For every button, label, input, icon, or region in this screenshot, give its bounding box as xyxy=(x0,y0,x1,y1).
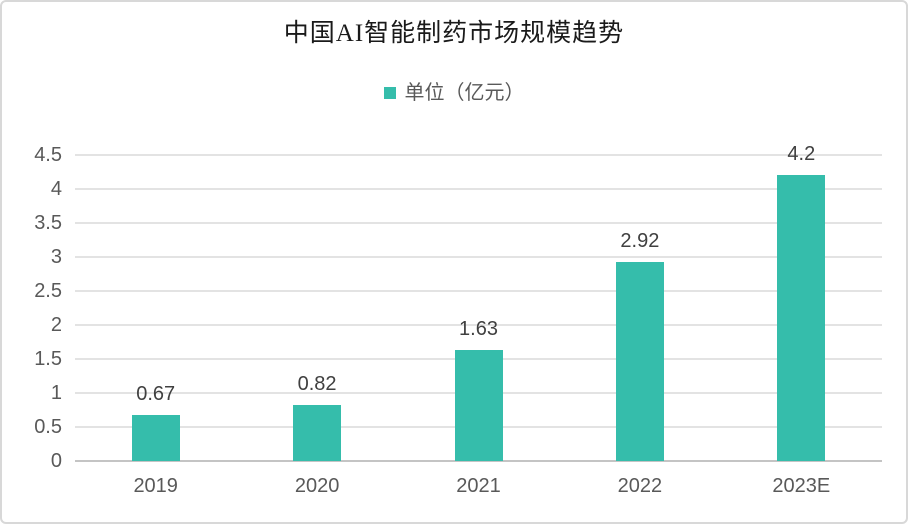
gridline xyxy=(75,222,882,224)
y-tick-label: 3 xyxy=(50,246,62,268)
gridline xyxy=(75,256,882,258)
y-tick-label: 4.5 xyxy=(34,144,62,166)
bar xyxy=(615,262,664,461)
bar xyxy=(131,415,180,461)
bar-value-label: 0.82 xyxy=(297,373,337,396)
gridline xyxy=(75,324,882,326)
y-tick-label: 1.5 xyxy=(34,348,62,370)
x-axis-label: 2021 xyxy=(456,475,501,497)
gridline xyxy=(75,188,882,190)
x-axis-label: 2022 xyxy=(617,475,663,497)
y-tick-label: 1 xyxy=(50,382,62,404)
y-tick-label: 2 xyxy=(50,314,62,336)
y-tick-label: 0.5 xyxy=(34,416,62,438)
y-tick-label: 4 xyxy=(50,178,62,200)
bar-value-label: 4.2 xyxy=(787,143,816,166)
x-axis-line xyxy=(75,460,882,462)
y-tick-label: 0 xyxy=(50,450,62,472)
bar-value-label: 1.63 xyxy=(459,318,498,341)
bar-value-label: 0.67 xyxy=(136,383,176,406)
bar xyxy=(454,350,503,461)
gridline xyxy=(75,290,882,292)
x-axis-label: 2020 xyxy=(294,475,340,497)
bar-value-label: 2.92 xyxy=(620,230,660,253)
x-axis-label: 2019 xyxy=(133,475,178,497)
legend-label: 单位（亿元） xyxy=(404,82,525,104)
chart-title: 中国AI智能制药市场规模趋势 xyxy=(283,20,625,47)
bar xyxy=(777,175,826,461)
y-tick-label: 2.5 xyxy=(34,280,62,302)
legend: 单位（亿元） xyxy=(2,81,906,105)
x-axis-label: 2023E xyxy=(772,475,831,497)
y-tick-label: 3.5 xyxy=(34,212,62,234)
legend-swatch-icon xyxy=(383,87,396,99)
gridline xyxy=(75,154,882,156)
bar xyxy=(293,405,342,461)
